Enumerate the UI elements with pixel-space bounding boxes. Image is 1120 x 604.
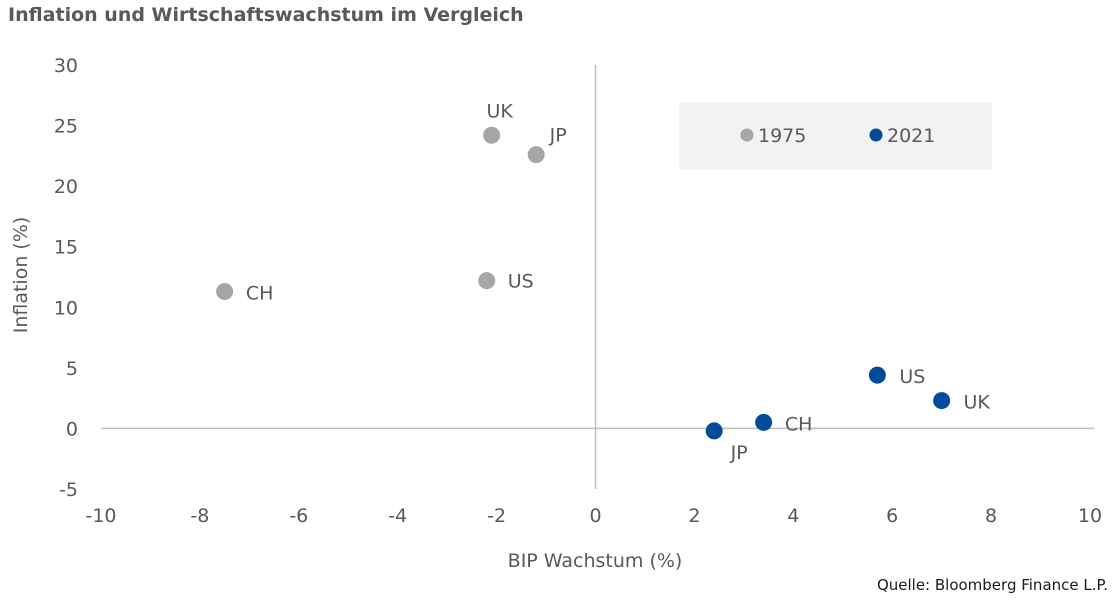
x-tick-label: -10 bbox=[85, 505, 116, 527]
legend-label: 2021 bbox=[887, 125, 935, 147]
data-label: JP bbox=[549, 125, 567, 147]
x-tick-label: 8 bbox=[985, 505, 997, 527]
data-label: US bbox=[899, 366, 925, 388]
axes bbox=[101, 65, 1094, 489]
data-label: CH bbox=[246, 283, 274, 305]
source-note: Quelle: Bloomberg Finance L.P. bbox=[876, 576, 1108, 594]
data-label: JP bbox=[730, 442, 748, 464]
legend-marker bbox=[869, 128, 883, 142]
data-label: UK bbox=[486, 100, 513, 122]
y-tick-label: 0 bbox=[66, 418, 78, 440]
x-tick-label: 0 bbox=[589, 505, 601, 527]
x-tick-label: 10 bbox=[1078, 505, 1102, 527]
y-tick-label: 15 bbox=[54, 237, 78, 259]
data-point bbox=[478, 272, 496, 290]
y-tick-label: 25 bbox=[54, 116, 78, 138]
y-axis-ticks: 30 25 20 15 10 5 0 -5 bbox=[54, 55, 78, 501]
y-tick-label: 30 bbox=[54, 55, 78, 77]
y-tick-label: 10 bbox=[54, 297, 78, 319]
x-tick-label: -2 bbox=[487, 505, 506, 527]
data-label: CH bbox=[785, 413, 813, 435]
x-tick-label: 6 bbox=[886, 505, 898, 527]
x-axis-ticks: -10 -8 -6 -4 -2 0 2 4 6 8 10 bbox=[85, 505, 1102, 527]
x-tick-label: 2 bbox=[688, 505, 700, 527]
legend-label: 1975 bbox=[758, 125, 806, 147]
data-point bbox=[216, 283, 234, 301]
data-point bbox=[868, 366, 886, 384]
y-tick-label: 5 bbox=[66, 358, 78, 380]
y-tick-label: 20 bbox=[54, 176, 78, 198]
data-points: UK JP US CH US UK CH JP bbox=[216, 100, 990, 464]
x-axis-label: BIP Wachstum (%) bbox=[508, 550, 683, 572]
data-point bbox=[755, 413, 773, 431]
data-point bbox=[933, 392, 951, 410]
legend-box bbox=[679, 102, 992, 170]
x-tick-label: 4 bbox=[787, 505, 799, 527]
data-label: UK bbox=[963, 392, 990, 414]
x-tick-label: -8 bbox=[190, 505, 209, 527]
y-tick-label: -5 bbox=[59, 479, 78, 501]
data-point bbox=[705, 422, 723, 440]
legend-marker bbox=[740, 128, 754, 142]
x-tick-label: -4 bbox=[388, 505, 407, 527]
legend: 1975 2021 bbox=[679, 102, 992, 170]
x-tick-label: -6 bbox=[289, 505, 308, 527]
data-label: US bbox=[508, 271, 534, 293]
chart-title: Inflation und Wirtschaftswachstum im Ver… bbox=[8, 4, 524, 26]
y-axis-label: Inflation (%) bbox=[10, 217, 32, 334]
data-point bbox=[527, 146, 545, 164]
data-point bbox=[483, 126, 501, 144]
